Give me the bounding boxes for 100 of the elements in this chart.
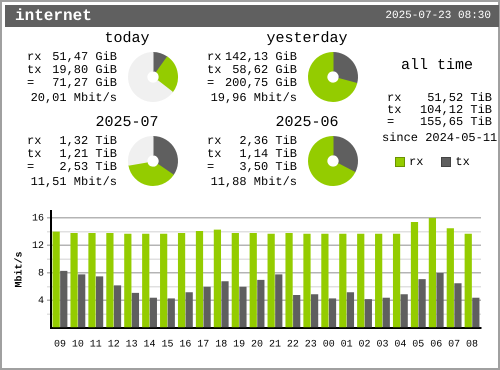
bar	[464, 234, 472, 328]
text: 58,62 GiB	[232, 63, 297, 77]
bar	[410, 222, 418, 328]
chart-title: today	[103, 30, 150, 47]
x-tick-label: 03	[376, 340, 388, 351]
x-tick-label: 12	[108, 340, 120, 351]
bar	[196, 230, 204, 328]
bar	[150, 298, 157, 328]
y-tick-label: 4	[38, 296, 44, 308]
x-tick-label: 23	[304, 340, 317, 351]
text: 3,50 TiB	[239, 160, 297, 174]
chart-title: 2025-06	[274, 114, 340, 131]
bar	[436, 272, 444, 328]
bar	[310, 294, 318, 328]
bar	[268, 234, 275, 328]
text: internet	[15, 7, 92, 25]
text: 1,32 TiB	[59, 134, 117, 148]
legend-label: tx	[455, 155, 470, 169]
text: 51,52 TiB	[427, 91, 492, 105]
text: 104,12 TiB	[420, 103, 492, 117]
text: 2,53 TiB	[59, 160, 117, 174]
x-tick-label: 20	[251, 340, 264, 351]
x-tick-label: 16	[179, 340, 192, 351]
x-tick-label: 11	[90, 340, 102, 351]
x-tick-label: 09	[54, 340, 66, 351]
bar	[70, 233, 78, 328]
y-axis-title: Mbit/s	[14, 251, 26, 288]
x-tick-label: 07	[448, 340, 460, 351]
text: 19,80 GiB	[52, 63, 117, 77]
bar	[375, 234, 382, 328]
text: 11,88 Mbit/s	[210, 175, 297, 189]
bar	[52, 232, 60, 328]
text: 11,51 Mbit/s	[30, 175, 117, 189]
bar	[346, 292, 354, 328]
bar	[321, 234, 329, 328]
text: 1,21 TiB	[59, 147, 117, 161]
bar	[454, 283, 462, 328]
bar	[293, 294, 300, 328]
text: rx	[27, 50, 42, 64]
bar	[275, 274, 282, 328]
bar	[160, 234, 168, 328]
bar	[364, 299, 372, 328]
text: 142,13 GiB	[224, 50, 297, 64]
text: rx	[27, 134, 42, 148]
bar	[124, 234, 132, 328]
bar	[239, 286, 247, 328]
bar	[60, 270, 68, 328]
bar	[106, 233, 114, 328]
bar	[392, 234, 400, 328]
text: 1,14 TiB	[239, 147, 297, 161]
bar	[472, 298, 480, 328]
bar	[168, 298, 175, 328]
text: 71,27 GiB	[52, 76, 117, 90]
bar	[186, 292, 193, 328]
text: 155,65 TiB	[420, 115, 492, 129]
bar	[446, 228, 454, 328]
text: rx	[207, 134, 222, 148]
x-tick-label: 00	[322, 340, 335, 351]
text: =	[207, 160, 214, 174]
x-tick-label: 21	[268, 340, 281, 351]
x-tick-label: 18	[215, 340, 228, 351]
text: tx	[207, 147, 222, 161]
text: 200,75 GiB	[224, 76, 297, 90]
bar	[285, 233, 293, 328]
x-tick-label: 15	[161, 340, 174, 351]
x-tick-label: 02	[358, 340, 371, 351]
bar	[303, 234, 311, 328]
bar	[328, 298, 336, 328]
bar	[232, 233, 239, 328]
bar	[339, 234, 346, 328]
x-tick-label: 01	[340, 340, 353, 351]
y-tick-label: 12	[32, 241, 44, 252]
x-tick-label: 17	[197, 340, 210, 351]
text: 2025-07-23 08:30	[385, 10, 491, 22]
text: tx	[387, 103, 402, 117]
text: =	[387, 115, 394, 129]
bar	[178, 233, 186, 328]
legend-label: rx	[409, 155, 424, 169]
bar	[428, 218, 436, 328]
x-tick-label: 08	[466, 340, 478, 351]
chart-title: 2025-07	[94, 114, 160, 131]
bar	[142, 234, 150, 328]
bar	[114, 285, 122, 328]
y-tick-label: 16	[32, 214, 44, 225]
bar	[382, 298, 390, 328]
text: rx	[387, 91, 402, 105]
bar	[357, 234, 364, 328]
text: tx	[27, 147, 42, 161]
bar	[78, 274, 86, 328]
text: 20,01 Mbit/s	[30, 91, 117, 105]
x-tick-label: 10	[72, 340, 84, 351]
bar	[88, 233, 96, 328]
bar	[221, 281, 229, 328]
chart-title: yesterday	[265, 30, 348, 47]
x-tick-label: 04	[394, 340, 406, 351]
text: 2,36 TiB	[239, 134, 297, 148]
bar	[400, 294, 408, 328]
x-tick-label: 14	[144, 340, 156, 351]
text: since 2024-05-11	[382, 131, 498, 145]
text: =	[207, 76, 214, 90]
